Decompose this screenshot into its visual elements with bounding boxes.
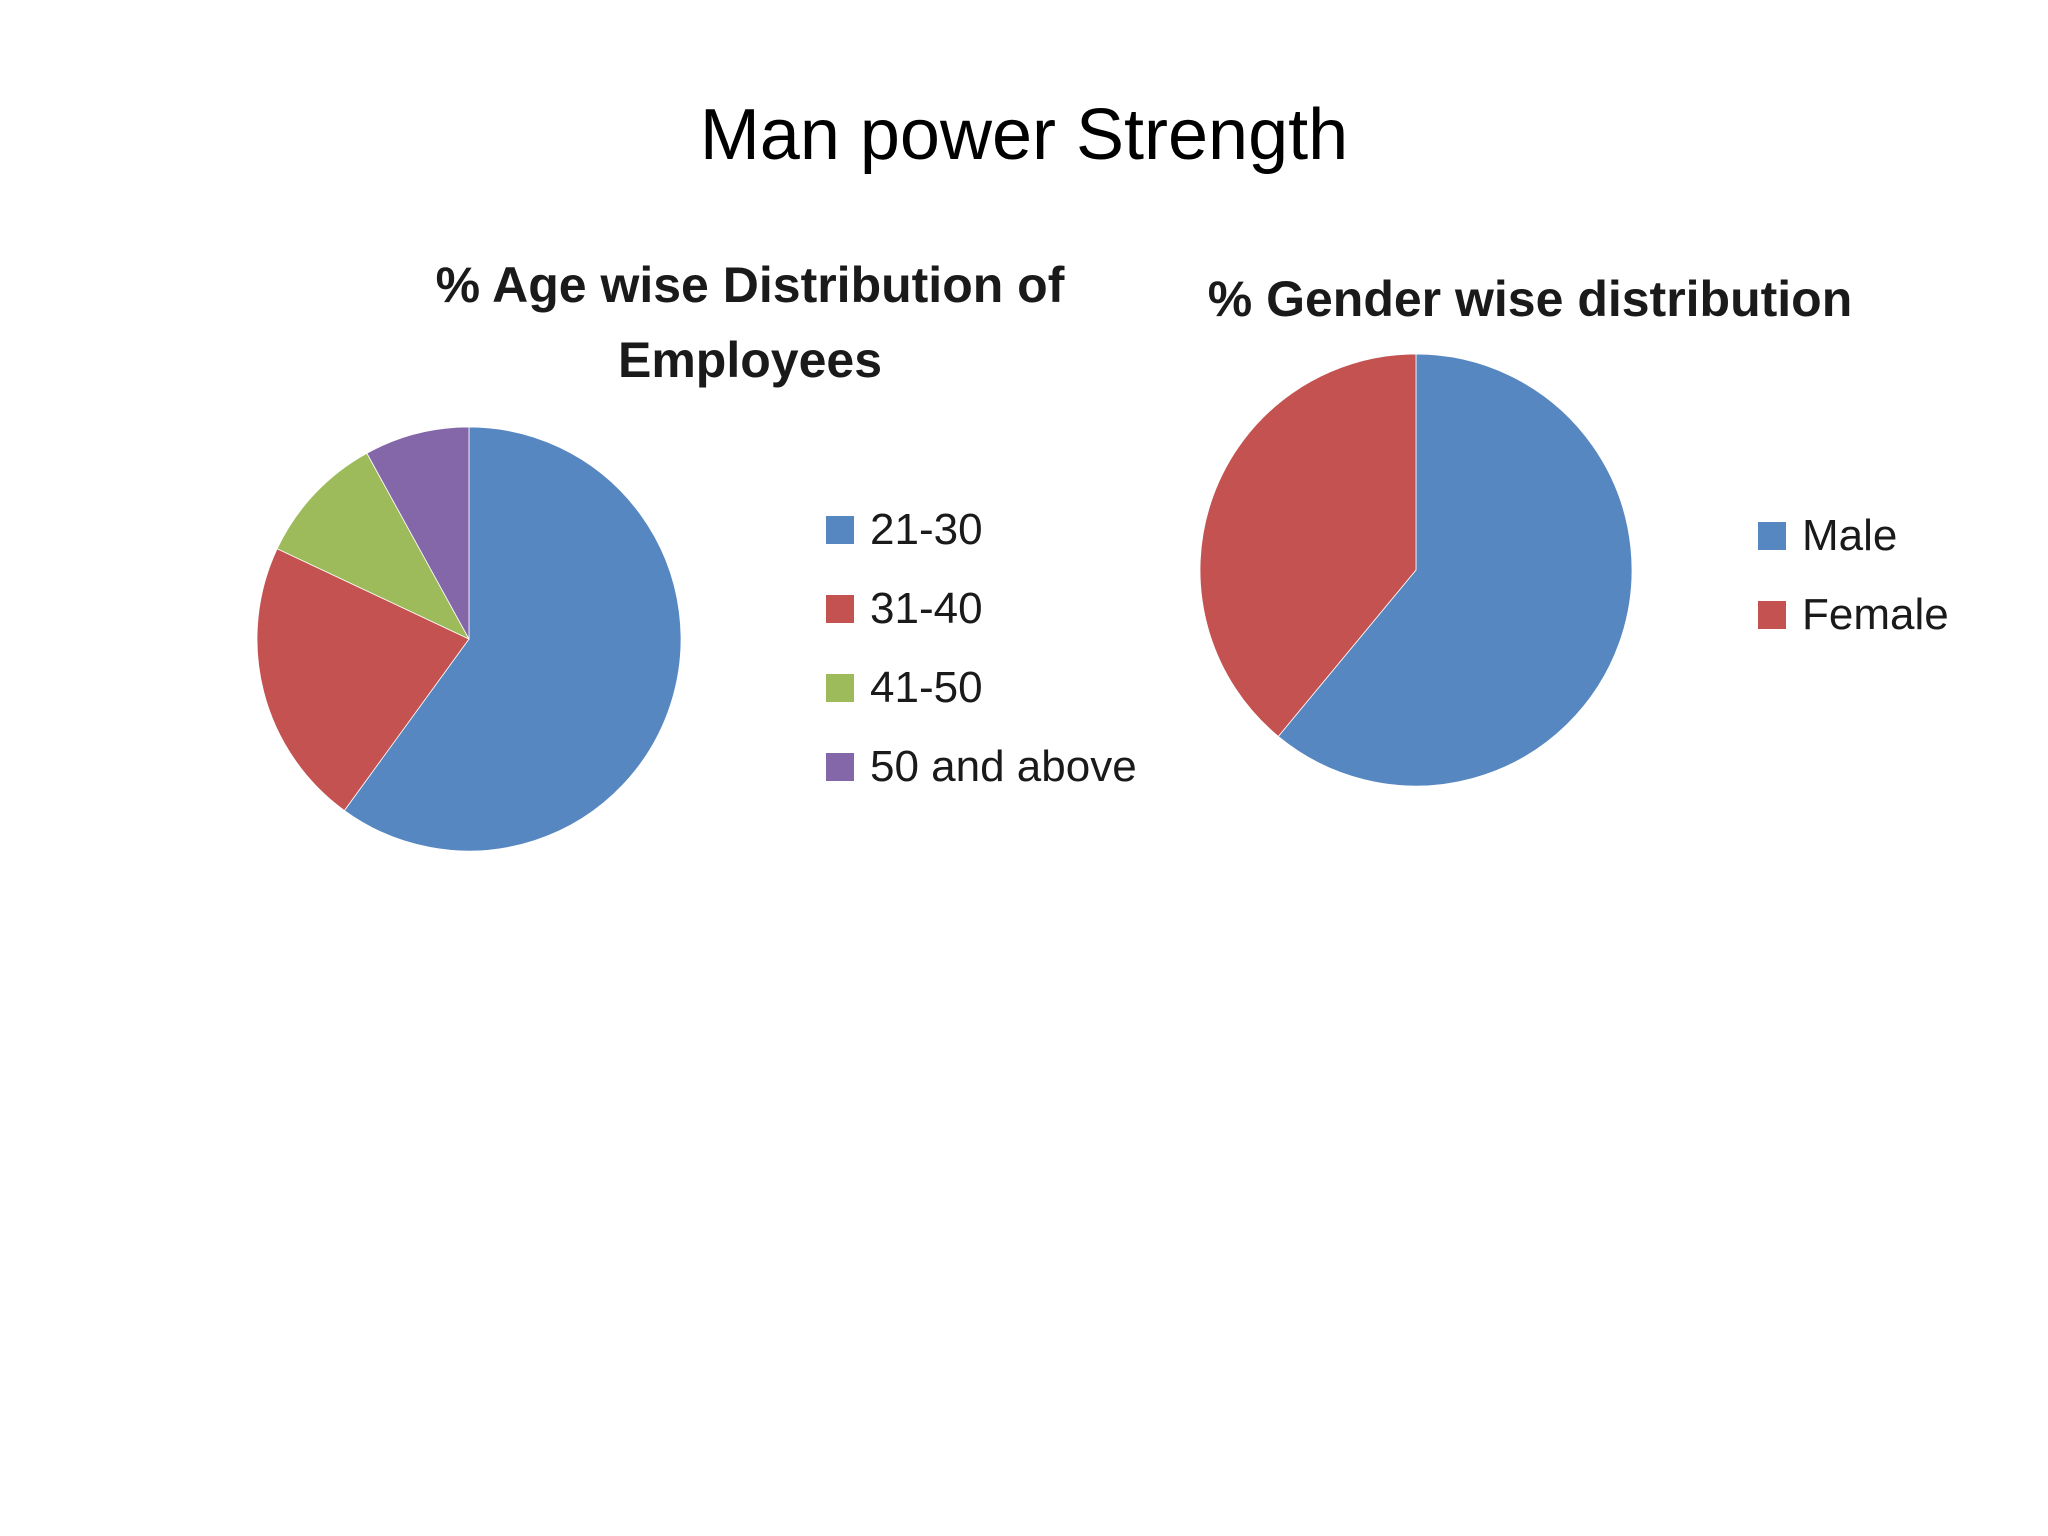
gender-legend-label: Male — [1802, 510, 1898, 560]
age-slice-41-50 — [276, 452, 470, 640]
gender-legend-swatch — [1758, 600, 1786, 629]
age-pie-chart — [256, 426, 682, 852]
age-legend-label: 31-40 — [870, 583, 983, 633]
age-slice-21-30 — [343, 426, 682, 852]
age-legend-item-41-50: 41-50 — [826, 648, 1137, 727]
age-legend: 21-30 31-40 41-50 50 and above — [826, 490, 1137, 806]
age-legend-swatch — [826, 752, 854, 781]
age-legend-item-21-30: 21-30 — [826, 490, 1137, 569]
gender-legend-item-male: Male — [1758, 496, 1949, 575]
gender-legend-item-female: Female — [1758, 575, 1949, 654]
age-legend-swatch — [826, 673, 854, 702]
age-legend-item-50-and-above: 50 and above — [826, 727, 1137, 806]
gender-legend: Male Female — [1758, 496, 1949, 654]
age-legend-label: 50 and above — [870, 741, 1137, 791]
gender-slice-male — [1277, 353, 1633, 787]
gender-slice-female — [1199, 353, 1417, 737]
age-legend-label: 21-30 — [870, 504, 983, 554]
age-slice-50-and-above — [366, 426, 470, 640]
age-chart-title: % Age wise Distribution of Employees — [435, 257, 1065, 388]
gender-chart-title: % Gender wise distribution — [1207, 271, 1853, 327]
age-legend-swatch — [826, 594, 854, 623]
gender-legend-swatch — [1758, 521, 1786, 550]
age-legend-item-31-40: 31-40 — [826, 569, 1137, 648]
age-legend-swatch — [826, 515, 854, 544]
gender-pie-chart — [1199, 353, 1633, 787]
age-legend-label: 41-50 — [870, 662, 983, 712]
slide-title: Man power Strength — [699, 95, 1349, 175]
gender-legend-label: Female — [1802, 589, 1949, 639]
